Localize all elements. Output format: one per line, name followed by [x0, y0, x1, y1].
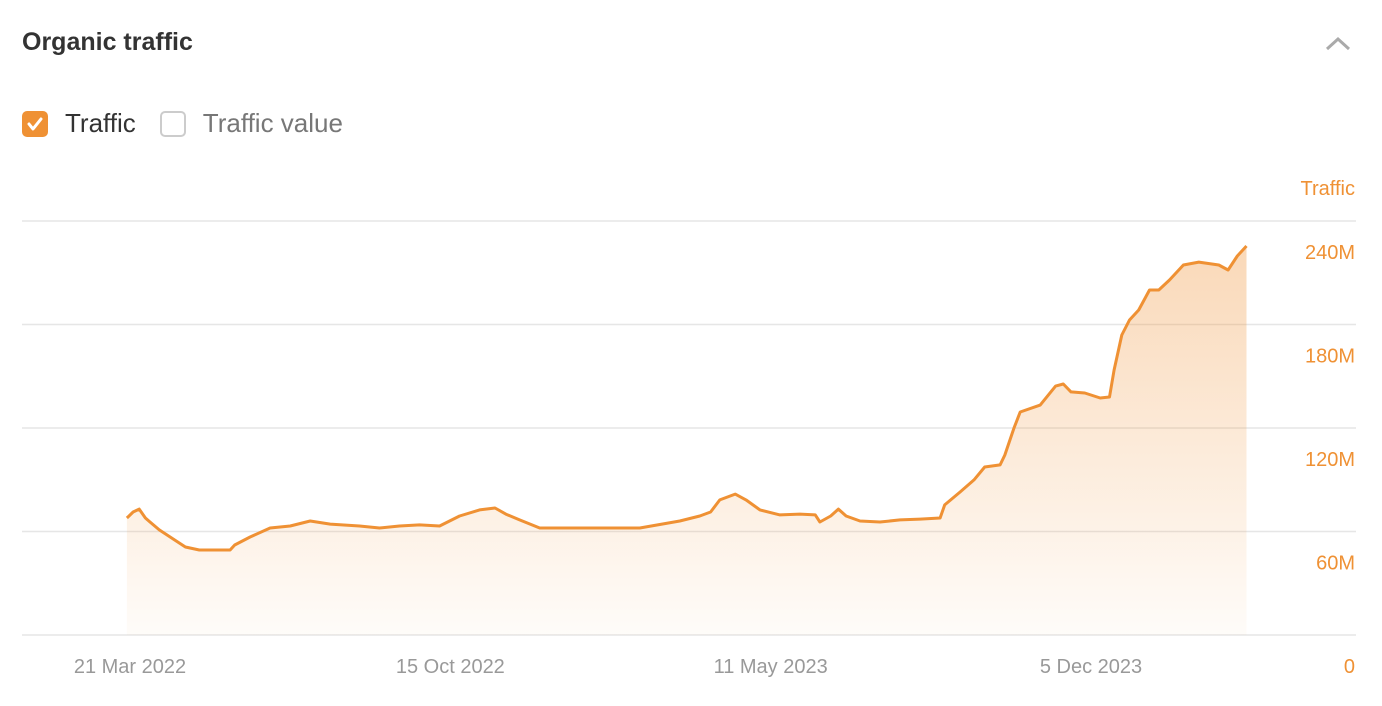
checkbox-unchecked-icon: [159, 110, 186, 137]
y-axis-title: Traffic: [1301, 178, 1355, 200]
traffic-label: Traffic: [65, 108, 136, 138]
checkbox-checked-icon: [22, 110, 48, 137]
x-tick-label: 15 Oct 2022: [396, 656, 505, 678]
legend: Traffic Traffic value: [22, 108, 367, 139]
x-tick-label: 11 May 2023: [714, 656, 828, 678]
traffic-value-checkbox[interactable]: Traffic value: [159, 108, 343, 139]
y-tick-label: 240M: [1305, 242, 1355, 264]
traffic-checkbox[interactable]: Traffic: [22, 108, 136, 139]
y-tick-label: 60M: [1316, 553, 1355, 575]
chevron-up-icon: [1325, 36, 1351, 51]
x-tick-label: 5 Dec 2023: [1040, 656, 1142, 678]
traffic-line: [125, 244, 1248, 552]
collapse-button[interactable]: [1322, 30, 1354, 58]
y-tick-label: 120M: [1305, 449, 1355, 471]
traffic-area: [126, 246, 1247, 635]
traffic-value-label: Traffic value: [202, 108, 343, 138]
section-title: Organic traffic: [22, 28, 193, 56]
x-tick-label: 21 Mar 2022: [74, 656, 186, 678]
y-tick-label: 180M: [1305, 346, 1355, 368]
y-tick-label: 0: [1344, 656, 1355, 678]
